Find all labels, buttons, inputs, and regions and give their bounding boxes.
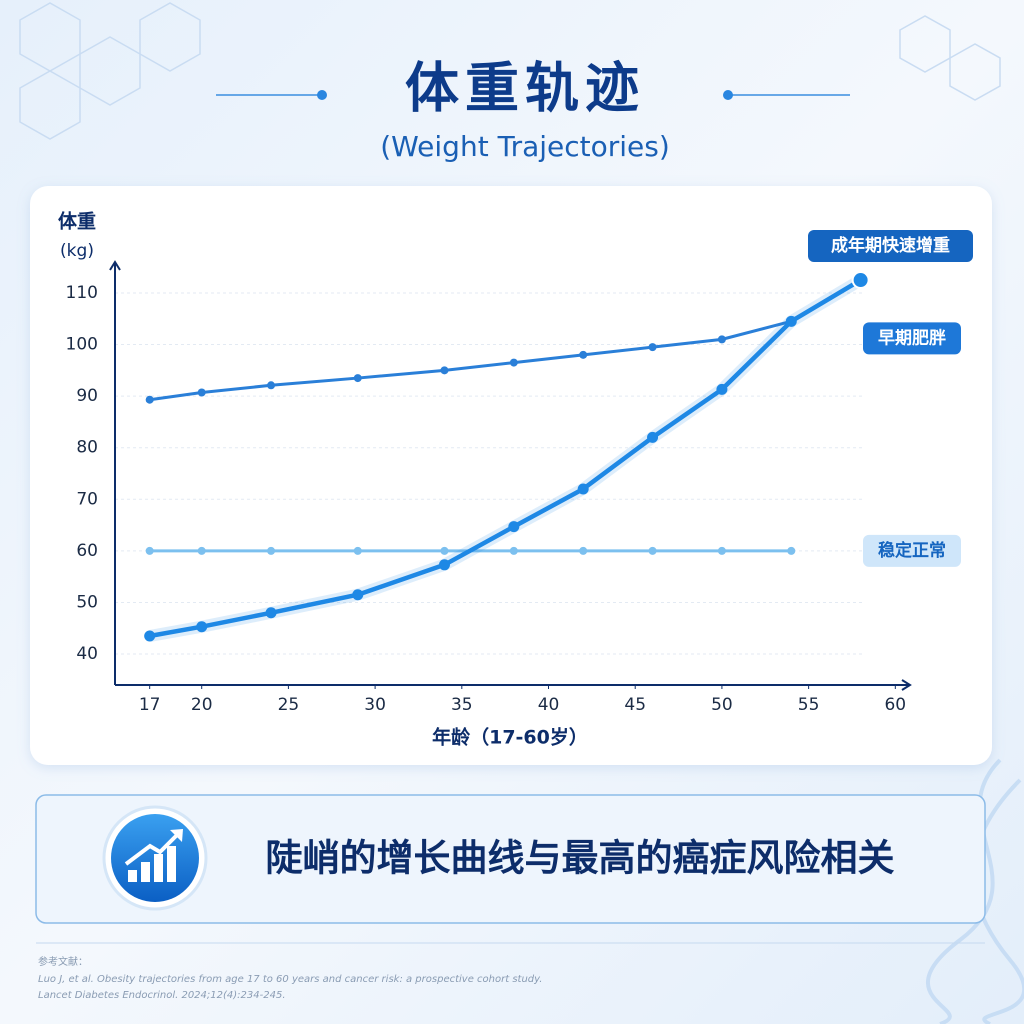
data-point (579, 350, 588, 359)
data-point (438, 559, 450, 571)
subtitle: (Weight Trajectories) (380, 130, 670, 163)
x-tick-label: 60 (884, 695, 906, 715)
data-point (440, 366, 449, 375)
series-badge (863, 534, 961, 567)
x-axis-arrow (901, 679, 912, 691)
data-point (144, 630, 156, 642)
data-point (265, 607, 277, 619)
banner (35, 794, 986, 924)
data-point (267, 381, 276, 390)
y-tick-label: 80 (76, 438, 98, 458)
data-point (717, 335, 726, 344)
data-point (579, 546, 588, 555)
y-axis-arrow (109, 260, 121, 271)
plot: 40 50 60 70 80 90 100 110 17 20 25 30 35 40 45 50 55 60 稳定… (66, 230, 973, 715)
x-tick-label: 20 (191, 695, 213, 715)
data-point (717, 546, 726, 555)
x-tick-label: 30 (364, 695, 386, 715)
y-tick-label: 90 (76, 386, 98, 406)
y-tick-label: 110 (66, 283, 98, 303)
series-badge (808, 230, 973, 263)
data-point (352, 589, 364, 601)
y-tick-label: 70 (76, 489, 98, 509)
data-point (508, 521, 520, 533)
data-point (648, 343, 657, 352)
series-name: 稳定正常 (878, 540, 946, 561)
x-tick-label: 17 (139, 695, 161, 715)
data-point (648, 546, 657, 555)
series-name: 早期肥胖 (878, 327, 946, 348)
chart-panel (30, 186, 992, 765)
reference-line: Lancet Diabetes Endocrinol. 2024;12(4):2… (38, 990, 286, 1001)
data-point (509, 546, 518, 555)
x-axis-label: 年龄（17-60岁） (432, 726, 588, 749)
y-tick-label: 40 (76, 644, 98, 664)
hexagon-decoration (19, 2, 1001, 140)
series-badge (863, 322, 961, 355)
x-tick-label: 50 (711, 695, 733, 715)
data-point (647, 431, 659, 443)
series-line (149, 319, 792, 402)
data-point (851, 271, 870, 290)
title: 体重轨迹 (405, 57, 645, 120)
y-tick-label: 60 (76, 541, 98, 561)
data-point (353, 374, 362, 383)
data-point (440, 546, 449, 555)
data-point (145, 395, 154, 404)
y-tick-label: 100 (66, 335, 98, 355)
data-point (353, 546, 362, 555)
data-point (145, 546, 154, 555)
data-point (785, 315, 797, 327)
data-point (197, 546, 206, 555)
reference-line: Luo J, et al. Obesity trajectories from … (38, 974, 542, 985)
data-point (197, 388, 206, 397)
growth-icon (102, 805, 208, 911)
data-point (577, 483, 589, 495)
data-point (716, 383, 728, 395)
x-tick-label: 25 (278, 695, 300, 715)
banner-text: 陡峭的增长曲线与最高的癌症风险相关 (266, 837, 895, 880)
y-tick-label: 50 (76, 592, 98, 612)
series-name: 成年期快速增重 (831, 235, 950, 256)
x-tick-label: 45 (624, 695, 646, 715)
title-decoration (216, 90, 850, 100)
reference-heading: 参考文献： (38, 955, 88, 968)
y-axis-unit: (kg) (60, 241, 94, 261)
x-tick-label: 55 (798, 695, 820, 715)
data-point (267, 546, 276, 555)
y-axis-label: 体重 (58, 210, 96, 233)
x-tick-label: 35 (451, 695, 473, 715)
data-point (196, 621, 208, 633)
x-tick-label: 40 (538, 695, 560, 715)
data-point (787, 546, 796, 555)
data-point (509, 358, 518, 367)
